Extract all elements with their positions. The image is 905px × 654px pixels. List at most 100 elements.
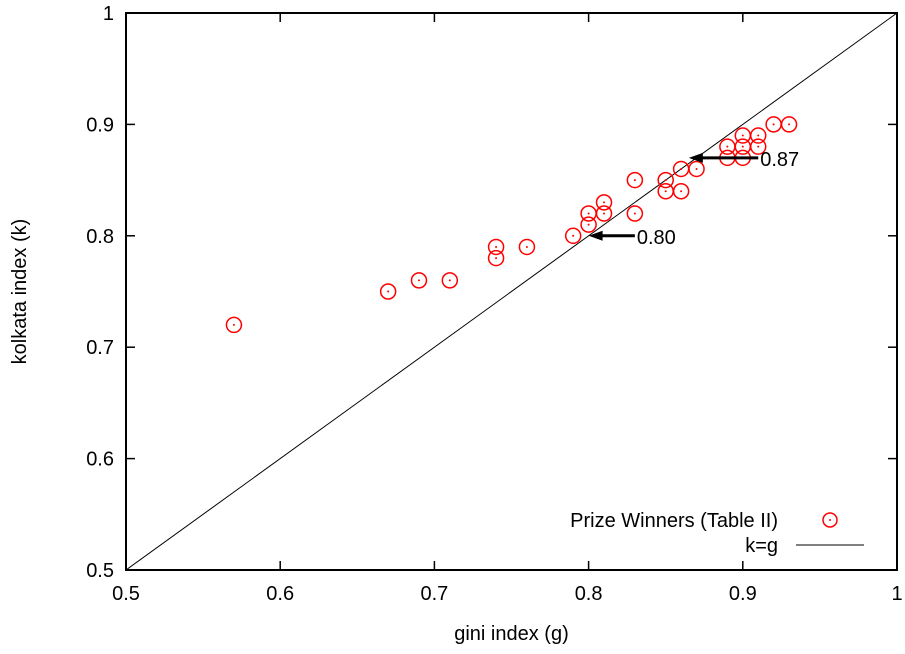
data-point [749, 138, 767, 155]
data-point-center [572, 234, 575, 237]
k-equals-g-line [125, 12, 898, 571]
data-point-center [232, 323, 235, 326]
data-point-center [417, 279, 420, 282]
data-point-ring [626, 171, 644, 189]
data-point [410, 272, 428, 289]
data-point [580, 216, 597, 233]
data-point-ring [688, 160, 705, 178]
data-point [626, 171, 644, 189]
legend: Prize Winners (Table II) k=g [570, 510, 864, 557]
data-point-center [788, 123, 791, 126]
data-point-ring [749, 138, 767, 155]
data-point [379, 283, 397, 300]
data-point-ring [626, 205, 644, 222]
data-point [672, 182, 690, 200]
data-point [780, 116, 798, 133]
data-point-ring [672, 182, 690, 200]
legend-label-prize-winners: Prize Winners (Table II) [570, 510, 778, 532]
legend-marker-dot [829, 519, 831, 521]
x-axis-title: gini index (g) [454, 623, 569, 645]
data-point-center [680, 167, 683, 170]
data-point [657, 171, 674, 189]
annotation-label: 0.80 [637, 227, 676, 249]
x-tick-label: 0.5 [112, 583, 140, 605]
data-point [749, 127, 767, 144]
data-point [595, 194, 613, 211]
data-point-ring [441, 272, 459, 289]
y-tick-label: 0.6 [86, 449, 114, 471]
data-point-ring [225, 316, 243, 334]
y-tick-label: 0.8 [86, 226, 114, 248]
data-point-ring [518, 238, 536, 256]
data-point-ring [487, 238, 505, 256]
x-tick-label: 0.6 [266, 583, 294, 605]
data-point-center [448, 279, 451, 282]
data-point [765, 116, 782, 133]
data-point-ring [657, 171, 674, 189]
legend-label-k-equals-g: k=g [745, 535, 778, 557]
data-point [564, 227, 582, 245]
y-tick-label: 0.5 [86, 560, 114, 582]
data-point [595, 205, 613, 222]
data-point-center [603, 201, 606, 204]
annotations-layer: 0.80 0.87 [588, 149, 799, 249]
y-tick-label: 0.7 [86, 337, 114, 359]
data-point [225, 316, 243, 334]
data-point [518, 238, 536, 256]
annotation-arrow-head [688, 152, 703, 163]
data-point-ring [595, 205, 613, 222]
data-point [487, 249, 505, 267]
data-point-ring [780, 116, 798, 133]
data-point-center [603, 212, 606, 215]
data-point-ring [379, 283, 397, 300]
data-point-center [664, 190, 667, 193]
data-point-ring [580, 216, 597, 233]
x-tick-label: 0.8 [575, 583, 603, 605]
data-point [487, 238, 505, 256]
data-point-ring [749, 127, 767, 144]
x-tick-label: 1 [891, 583, 902, 605]
data-point-ring [487, 249, 505, 267]
data-point-center [757, 145, 760, 148]
data-points-layer [225, 116, 798, 334]
data-point-center [680, 190, 683, 193]
data-point-center [741, 134, 744, 137]
legend-marker-prize-winners [822, 512, 838, 528]
data-point [580, 205, 597, 222]
data-point-ring [595, 194, 613, 211]
data-point-center [495, 257, 498, 260]
data-point-center [633, 179, 636, 182]
y-axis-title: kolkata index (k) [9, 219, 31, 365]
annotation-label: 0.87 [760, 149, 799, 171]
y-tick-label: 1 [103, 3, 114, 25]
ticks-layer: 0.5 0.6 0.7 0.8 0.9 1 0.5 0.6 0.7 0.8 0.9 1 [86, 3, 902, 605]
data-point [688, 160, 705, 178]
annotation: 0.80 [588, 227, 676, 249]
data-point-center [495, 245, 498, 248]
data-point-ring [410, 272, 428, 289]
annotation: 0.87 [688, 149, 799, 171]
data-point-center [757, 134, 760, 137]
x-tick-label: 0.9 [729, 583, 757, 605]
annotation-arrow-head [588, 230, 603, 241]
data-point [734, 127, 752, 144]
data-point-center [695, 167, 698, 170]
data-point-center [726, 145, 729, 148]
data-point-center [741, 145, 744, 148]
data-point [441, 272, 459, 289]
data-point [672, 160, 690, 178]
data-point [719, 138, 736, 155]
data-point-center [772, 123, 775, 126]
data-point [626, 205, 644, 222]
data-point-center [633, 212, 636, 215]
data-point-center [587, 212, 590, 215]
data-point-center [664, 179, 667, 182]
plot-frame [125, 12, 898, 571]
data-point-center [587, 223, 590, 226]
reference-line-layer [125, 12, 898, 571]
data-point-center [525, 245, 528, 248]
x-tick-label: 0.7 [420, 583, 448, 605]
data-point-center [387, 290, 390, 293]
y-tick-label: 0.9 [86, 114, 114, 136]
